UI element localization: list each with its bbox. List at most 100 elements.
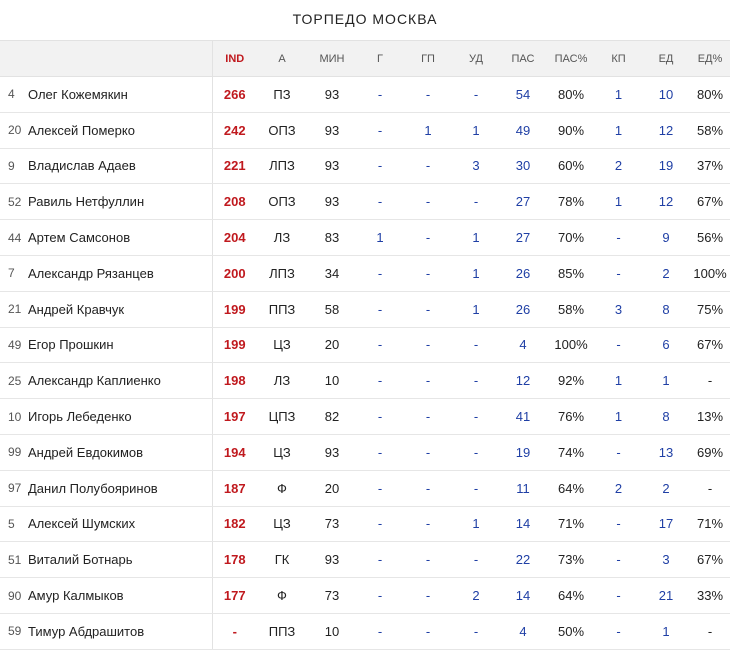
player-shots: -	[453, 76, 499, 113]
header-g[interactable]: Г	[357, 40, 403, 77]
player-minutes: 10	[307, 613, 357, 650]
player-pass-pct: 58%	[547, 291, 595, 328]
header-min[interactable]: МИН	[307, 40, 357, 77]
player-passes: 26	[499, 255, 547, 292]
player-duels-pct: 67%	[690, 183, 730, 221]
player-name[interactable]: Андрей Кравчук	[28, 291, 212, 328]
player-minutes: 20	[307, 327, 357, 364]
player-name[interactable]: Алексей Шумских	[28, 506, 212, 543]
player-name[interactable]: Андрей Евдокимов	[28, 434, 212, 471]
table-row[interactable]: 25 Александр Каплиенко 198 ЛЗ 10 - - - 1…	[0, 362, 730, 400]
player-pass-pct: 80%	[547, 76, 595, 113]
header-ed-pct[interactable]: ЕД%	[690, 40, 730, 77]
player-shots: 1	[453, 255, 499, 292]
player-minutes: 93	[307, 148, 357, 185]
header-a[interactable]: А	[257, 40, 307, 77]
table-row[interactable]: 4 Олег Кожемякин 266 ПЗ 93 - - - 54 80% …	[0, 76, 730, 113]
player-number: 49	[0, 327, 28, 364]
player-position: ППЗ	[257, 613, 307, 650]
player-minutes: 93	[307, 112, 357, 149]
table-body: 4 Олег Кожемякин 266 ПЗ 93 - - - 54 80% …	[0, 76, 730, 650]
player-duels: 17	[642, 506, 690, 543]
player-assists: -	[403, 506, 453, 543]
player-name[interactable]: Виталий Ботнарь	[28, 541, 212, 579]
player-pass-pct: 76%	[547, 398, 595, 435]
header-pas[interactable]: ПАС	[499, 40, 547, 77]
table-row[interactable]: 49 Егор Прошкин 199 ЦЗ 20 - - - 4 100% -…	[0, 327, 730, 364]
player-name[interactable]: Владислав Адаев	[28, 148, 212, 185]
player-pass-pct: 90%	[547, 112, 595, 149]
player-name[interactable]: Егор Прошкин	[28, 327, 212, 364]
player-duels-pct: -	[690, 613, 730, 650]
table-row[interactable]: 7 Александр Рязанцев 200 ЛПЗ 34 - - 1 26…	[0, 255, 730, 292]
table-row[interactable]: 5 Алексей Шумских 182 ЦЗ 73 - - 1 14 71%…	[0, 506, 730, 543]
player-ind: 197	[211, 398, 257, 435]
player-name[interactable]: Амур Калмыков	[28, 577, 212, 614]
table-row[interactable]: 51 Виталий Ботнарь 178 ГК 93 - - - 22 73…	[0, 541, 730, 579]
player-name[interactable]: Тимур Абдрашитов	[28, 613, 212, 650]
player-name[interactable]: Александр Каплиенко	[28, 362, 212, 400]
table-row[interactable]: 52 Равиль Нетфуллин 208 ОПЗ 93 - - - 27 …	[0, 183, 730, 221]
table-row[interactable]: 59 Тимур Абдрашитов - ППЗ 10 - - - 4 50%…	[0, 613, 730, 650]
player-ind: 242	[211, 112, 257, 149]
header-ud[interactable]: УД	[453, 40, 499, 77]
player-passes: 26	[499, 291, 547, 328]
player-goals: -	[357, 148, 403, 185]
player-shots: -	[453, 362, 499, 400]
table-row[interactable]: 21 Андрей Кравчук 199 ППЗ 58 - - 1 26 58…	[0, 291, 730, 328]
player-name[interactable]: Артем Самсонов	[28, 219, 212, 256]
player-ind: 187	[211, 470, 257, 507]
table-row[interactable]: 90 Амур Калмыков 177 Ф 73 - - 2 14 64% -…	[0, 577, 730, 614]
player-name[interactable]: Игорь Лебеденко	[28, 398, 212, 435]
player-passes: 4	[499, 327, 547, 364]
player-ind: 199	[211, 291, 257, 328]
player-duels-pct: 100%	[690, 255, 730, 292]
header-number	[0, 40, 28, 77]
player-name[interactable]: Олег Кожемякин	[28, 76, 212, 113]
header-ind[interactable]: IND	[211, 40, 257, 77]
player-key-passes: -	[595, 434, 642, 471]
player-position: Ф	[257, 470, 307, 507]
player-shots: 3	[453, 148, 499, 185]
player-duels-pct: -	[690, 470, 730, 507]
header-pas-pct[interactable]: ПАС%	[547, 40, 595, 77]
player-name[interactable]: Равиль Нетфуллин	[28, 183, 212, 221]
player-shots: -	[453, 613, 499, 650]
header-ed[interactable]: ЕД	[642, 40, 690, 77]
player-duels: 12	[642, 183, 690, 221]
player-duels-pct: 80%	[690, 76, 730, 113]
player-position: ЦПЗ	[257, 398, 307, 435]
player-number: 21	[0, 291, 28, 328]
table-row[interactable]: 99 Андрей Евдокимов 194 ЦЗ 93 - - - 19 7…	[0, 434, 730, 471]
player-assists: -	[403, 434, 453, 471]
player-name[interactable]: Александр Рязанцев	[28, 255, 212, 292]
player-ind: 200	[211, 255, 257, 292]
player-key-passes: 1	[595, 362, 642, 400]
player-number: 52	[0, 183, 28, 221]
player-goals: -	[357, 541, 403, 579]
player-stats-table: IND А МИН Г ГП УД ПАС ПАС% КП ЕД ЕД% 4 О…	[0, 40, 730, 650]
player-assists: -	[403, 362, 453, 400]
player-number: 4	[0, 76, 28, 113]
player-duels-pct: -	[690, 362, 730, 400]
player-position: ОПЗ	[257, 183, 307, 221]
player-duels: 8	[642, 291, 690, 328]
table-row[interactable]: 97 Данил Полубояринов 187 Ф 20 - - - 11 …	[0, 470, 730, 507]
header-gp[interactable]: ГП	[403, 40, 453, 77]
player-goals: -	[357, 434, 403, 471]
table-row[interactable]: 44 Артем Самсонов 204 ЛЗ 83 1 - 1 27 70%…	[0, 219, 730, 256]
player-duels: 21	[642, 577, 690, 614]
player-pass-pct: 74%	[547, 434, 595, 471]
player-duels: 9	[642, 219, 690, 256]
player-name[interactable]: Алексей Померко	[28, 112, 212, 149]
table-row[interactable]: 10 Игорь Лебеденко 197 ЦПЗ 82 - - - 41 7…	[0, 398, 730, 435]
player-pass-pct: 78%	[547, 183, 595, 221]
player-position: ПЗ	[257, 76, 307, 113]
player-duels: 19	[642, 148, 690, 185]
player-position: ЦЗ	[257, 506, 307, 543]
player-duels: 1	[642, 362, 690, 400]
table-row[interactable]: 20 Алексей Померко 242 ОПЗ 93 - 1 1 49 9…	[0, 112, 730, 149]
player-name[interactable]: Данил Полубояринов	[28, 470, 212, 507]
header-kp[interactable]: КП	[595, 40, 642, 77]
table-row[interactable]: 9 Владислав Адаев 221 ЛПЗ 93 - - 3 30 60…	[0, 148, 730, 185]
